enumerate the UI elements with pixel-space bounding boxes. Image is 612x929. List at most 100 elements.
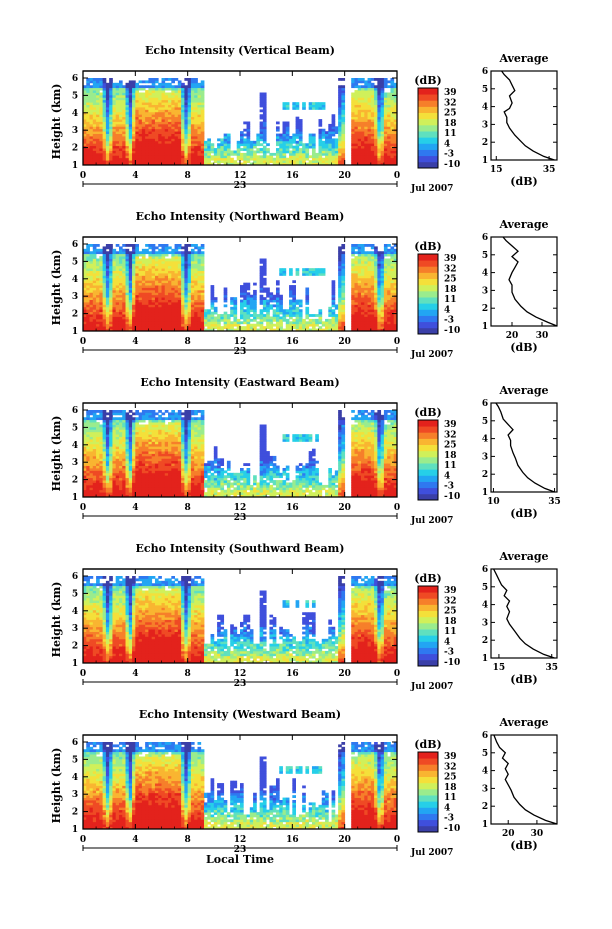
heatmap-cell (354, 258, 359, 262)
heatmap-cell (292, 314, 296, 317)
heatmap-cell (135, 97, 139, 101)
heatmap-cell (361, 155, 365, 159)
heatmap-cell (331, 157, 336, 161)
heatmap-cell (226, 314, 231, 317)
heatmap-cell (341, 246, 346, 250)
heatmap-cell (338, 94, 342, 98)
heatmap-cell (364, 292, 368, 296)
heatmap-cell (138, 326, 143, 329)
heatmap-cell (154, 316, 159, 320)
heatmap-cell (262, 302, 267, 305)
heatmap-cell (226, 138, 231, 142)
heatmap-cell (151, 121, 156, 125)
heatmap-cell (158, 119, 162, 122)
heatmap-cell (259, 309, 264, 313)
heatmap-cell (361, 297, 365, 300)
heatmap-cell (361, 321, 365, 325)
heatmap-cell (190, 316, 195, 320)
heatmap-cell (338, 104, 342, 108)
heatmap-cell (361, 302, 365, 305)
heatmap-cell (125, 123, 130, 127)
heatmap-cell (89, 282, 94, 286)
heatmap-cell (370, 131, 375, 134)
profile-y-tick-label: 3 (482, 120, 488, 130)
heatmap-cell (161, 282, 166, 286)
heatmap-cell (151, 148, 156, 151)
heatmap-cell (141, 114, 146, 118)
heatmap-cell (184, 78, 189, 81)
heatmap-cell (171, 248, 175, 252)
heatmap-cell (132, 92, 136, 96)
heatmap-cell (295, 145, 300, 149)
heatmap-cell (361, 277, 365, 281)
heatmap-cell (105, 282, 110, 286)
heatmap-cell (125, 302, 130, 305)
heatmap-cell (383, 94, 388, 98)
heatmap-cell (338, 253, 342, 257)
heatmap-cell (204, 316, 208, 320)
heatmap-cell (351, 318, 355, 322)
heatmap-cell (86, 275, 90, 279)
heatmap-cell (374, 94, 378, 98)
heatmap-cell (341, 155, 346, 159)
heatmap-cell (318, 136, 323, 139)
heatmap-cell (190, 328, 195, 332)
heatmap-cell (207, 328, 211, 332)
heatmap-cell (380, 294, 385, 298)
heatmap-cell (151, 162, 156, 166)
heatmap-cell (262, 326, 267, 329)
heatmap-cell (305, 287, 310, 291)
heatmap-cell (151, 131, 156, 134)
heatmap-cell (259, 321, 264, 325)
heatmap-cell (367, 136, 372, 139)
profile-x-tick-label: 15 (490, 165, 503, 175)
heatmap-cell (148, 111, 153, 115)
heatmap-cell (387, 116, 391, 120)
heatmap-cell (240, 306, 244, 310)
heatmap-cell (272, 297, 277, 300)
heatmap-cell (207, 152, 211, 156)
heatmap-cell (292, 292, 296, 296)
heatmap-cell (259, 289, 264, 293)
heatmap-cell (354, 302, 359, 305)
heatmap-cell (331, 318, 336, 322)
heatmap-cell (168, 152, 172, 156)
heatmap-cell (99, 123, 104, 127)
heatmap-cell (249, 143, 254, 147)
heatmap-cell (118, 145, 123, 149)
heatmap-cell (390, 80, 395, 84)
heatmap-cell (380, 123, 385, 127)
heatmap-cell (262, 157, 267, 161)
heatmap-cell (256, 148, 261, 151)
heatmap-cell (168, 140, 172, 144)
heatmap-cell (135, 285, 139, 288)
heatmap-cell (138, 133, 143, 137)
heatmap-cell (210, 155, 215, 159)
heatmap-cell (305, 297, 310, 300)
heatmap-cell (184, 282, 189, 286)
heatmap-cell (262, 270, 267, 274)
heatmap-cell (341, 294, 346, 298)
heatmap-cell (148, 99, 153, 103)
heatmap-cell (305, 326, 310, 329)
heatmap-cell (361, 285, 365, 288)
heatmap-cell (151, 299, 156, 303)
heatmap-cell (174, 150, 179, 154)
heatmap-cell (374, 136, 378, 139)
heatmap-cell (174, 289, 179, 293)
heatmap-cell (181, 123, 185, 127)
heatmap-cell (115, 85, 120, 89)
heatmap-cell (354, 321, 359, 325)
heatmap-cell (154, 285, 159, 288)
heatmap-cell (367, 297, 372, 300)
heatmap-cell (181, 114, 185, 118)
heatmap-cell (125, 273, 130, 276)
heatmap-cell (154, 85, 159, 89)
heatmap-cell (380, 285, 385, 288)
heatmap-cell (187, 104, 192, 108)
heatmap-cell (135, 289, 139, 293)
colorbar-swatch (418, 321, 438, 329)
heatmap-cell (112, 299, 117, 303)
heatmap-cell (357, 78, 362, 81)
x-tick-label: 12 (234, 171, 247, 181)
